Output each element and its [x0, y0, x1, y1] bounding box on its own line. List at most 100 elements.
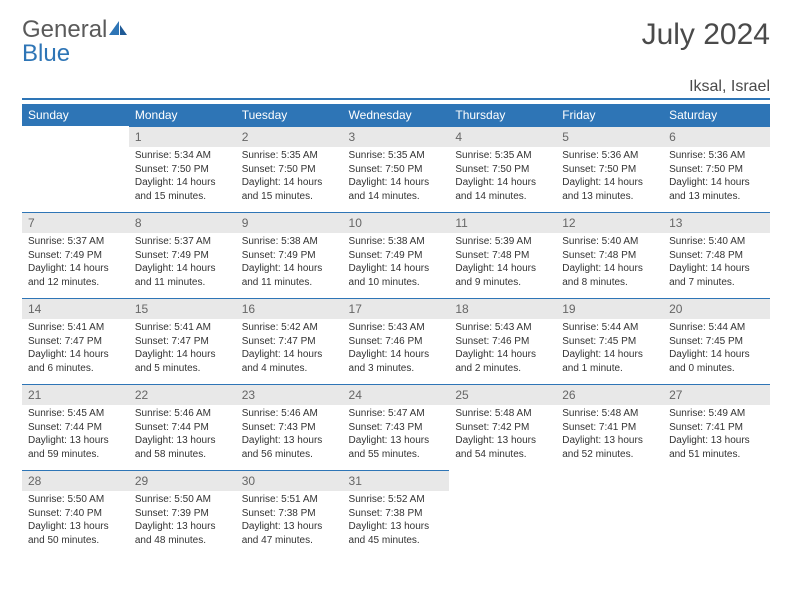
- calendar-cell: 10Sunrise: 5:38 AMSunset: 7:49 PMDayligh…: [343, 212, 450, 298]
- weekday-header: Tuesday: [236, 104, 343, 126]
- day-number: 6: [663, 126, 770, 147]
- day-details: Sunrise: 5:46 AMSunset: 7:43 PMDaylight:…: [236, 405, 343, 465]
- calendar-row: 28Sunrise: 5:50 AMSunset: 7:40 PMDayligh…: [22, 470, 770, 556]
- day-details: Sunrise: 5:38 AMSunset: 7:49 PMDaylight:…: [343, 233, 450, 293]
- calendar-weekday-header: SundayMondayTuesdayWednesdayThursdayFrid…: [22, 104, 770, 126]
- day-details: Sunrise: 5:35 AMSunset: 7:50 PMDaylight:…: [343, 147, 450, 207]
- day-number: 24: [343, 384, 450, 405]
- day-details: Sunrise: 5:37 AMSunset: 7:49 PMDaylight:…: [129, 233, 236, 293]
- calendar-cell: 11Sunrise: 5:39 AMSunset: 7:48 PMDayligh…: [449, 212, 556, 298]
- day-number: 8: [129, 212, 236, 233]
- calendar-table: SundayMondayTuesdayWednesdayThursdayFrid…: [22, 104, 770, 556]
- calendar-cell: 4Sunrise: 5:35 AMSunset: 7:50 PMDaylight…: [449, 126, 556, 212]
- calendar-cell: 9Sunrise: 5:38 AMSunset: 7:49 PMDaylight…: [236, 212, 343, 298]
- day-number: 20: [663, 298, 770, 319]
- calendar-cell: 30Sunrise: 5:51 AMSunset: 7:38 PMDayligh…: [236, 470, 343, 556]
- day-details: Sunrise: 5:41 AMSunset: 7:47 PMDaylight:…: [22, 319, 129, 379]
- day-details: Sunrise: 5:52 AMSunset: 7:38 PMDaylight:…: [343, 491, 450, 551]
- day-number: 23: [236, 384, 343, 405]
- day-number: 31: [343, 470, 450, 491]
- day-details: Sunrise: 5:34 AMSunset: 7:50 PMDaylight:…: [129, 147, 236, 207]
- day-details: Sunrise: 5:42 AMSunset: 7:47 PMDaylight:…: [236, 319, 343, 379]
- location-label: Iksal, Israel: [22, 78, 770, 100]
- day-number: 17: [343, 298, 450, 319]
- day-number: 18: [449, 298, 556, 319]
- day-number: 2: [236, 126, 343, 147]
- day-details: Sunrise: 5:49 AMSunset: 7:41 PMDaylight:…: [663, 405, 770, 465]
- day-number: 19: [556, 298, 663, 319]
- calendar-row: 1Sunrise: 5:34 AMSunset: 7:50 PMDaylight…: [22, 126, 770, 212]
- day-details: Sunrise: 5:37 AMSunset: 7:49 PMDaylight:…: [22, 233, 129, 293]
- day-number: 30: [236, 470, 343, 491]
- day-number: 3: [343, 126, 450, 147]
- calendar-cell: [449, 470, 556, 556]
- calendar-cell: 20Sunrise: 5:44 AMSunset: 7:45 PMDayligh…: [663, 298, 770, 384]
- calendar-body: 1Sunrise: 5:34 AMSunset: 7:50 PMDaylight…: [22, 126, 770, 556]
- day-number: 22: [129, 384, 236, 405]
- calendar-row: 7Sunrise: 5:37 AMSunset: 7:49 PMDaylight…: [22, 212, 770, 298]
- day-details: Sunrise: 5:36 AMSunset: 7:50 PMDaylight:…: [663, 147, 770, 207]
- day-details: Sunrise: 5:44 AMSunset: 7:45 PMDaylight:…: [663, 319, 770, 379]
- day-details: Sunrise: 5:35 AMSunset: 7:50 PMDaylight:…: [449, 147, 556, 207]
- calendar-cell: 6Sunrise: 5:36 AMSunset: 7:50 PMDaylight…: [663, 126, 770, 212]
- calendar-cell: 29Sunrise: 5:50 AMSunset: 7:39 PMDayligh…: [129, 470, 236, 556]
- calendar-cell: 14Sunrise: 5:41 AMSunset: 7:47 PMDayligh…: [22, 298, 129, 384]
- logo-sail-icon: [107, 19, 129, 37]
- calendar-cell: 25Sunrise: 5:48 AMSunset: 7:42 PMDayligh…: [449, 384, 556, 470]
- calendar-cell: 27Sunrise: 5:49 AMSunset: 7:41 PMDayligh…: [663, 384, 770, 470]
- day-number: 4: [449, 126, 556, 147]
- weekday-header: Friday: [556, 104, 663, 126]
- calendar-cell: 13Sunrise: 5:40 AMSunset: 7:48 PMDayligh…: [663, 212, 770, 298]
- day-details: Sunrise: 5:40 AMSunset: 7:48 PMDaylight:…: [663, 233, 770, 293]
- calendar-cell: 28Sunrise: 5:50 AMSunset: 7:40 PMDayligh…: [22, 470, 129, 556]
- weekday-header: Saturday: [663, 104, 770, 126]
- title-block: July 2024: [642, 18, 770, 54]
- day-details: Sunrise: 5:50 AMSunset: 7:39 PMDaylight:…: [129, 491, 236, 551]
- day-details: Sunrise: 5:43 AMSunset: 7:46 PMDaylight:…: [343, 319, 450, 379]
- day-number: 10: [343, 212, 450, 233]
- day-number: 28: [22, 470, 129, 491]
- calendar-cell: 5Sunrise: 5:36 AMSunset: 7:50 PMDaylight…: [556, 126, 663, 212]
- day-number: 14: [22, 298, 129, 319]
- calendar-cell: 31Sunrise: 5:52 AMSunset: 7:38 PMDayligh…: [343, 470, 450, 556]
- day-details: Sunrise: 5:36 AMSunset: 7:50 PMDaylight:…: [556, 147, 663, 207]
- day-number: 7: [22, 212, 129, 233]
- calendar-cell: 12Sunrise: 5:40 AMSunset: 7:48 PMDayligh…: [556, 212, 663, 298]
- day-number: 26: [556, 384, 663, 405]
- calendar-cell: 15Sunrise: 5:41 AMSunset: 7:47 PMDayligh…: [129, 298, 236, 384]
- weekday-header: Monday: [129, 104, 236, 126]
- calendar-cell: [22, 126, 129, 212]
- weekday-header: Wednesday: [343, 104, 450, 126]
- calendar-cell: 16Sunrise: 5:42 AMSunset: 7:47 PMDayligh…: [236, 298, 343, 384]
- calendar-cell: 2Sunrise: 5:35 AMSunset: 7:50 PMDaylight…: [236, 126, 343, 212]
- day-details: Sunrise: 5:38 AMSunset: 7:49 PMDaylight:…: [236, 233, 343, 293]
- brand-logo: General Blue: [22, 18, 129, 66]
- day-details: Sunrise: 5:40 AMSunset: 7:48 PMDaylight:…: [556, 233, 663, 293]
- day-details: Sunrise: 5:44 AMSunset: 7:45 PMDaylight:…: [556, 319, 663, 379]
- day-number: 5: [556, 126, 663, 147]
- calendar-cell: 26Sunrise: 5:48 AMSunset: 7:41 PMDayligh…: [556, 384, 663, 470]
- brand-part1: General: [22, 16, 107, 43]
- day-details: Sunrise: 5:45 AMSunset: 7:44 PMDaylight:…: [22, 405, 129, 465]
- calendar-cell: 22Sunrise: 5:46 AMSunset: 7:44 PMDayligh…: [129, 384, 236, 470]
- calendar-cell: 7Sunrise: 5:37 AMSunset: 7:49 PMDaylight…: [22, 212, 129, 298]
- calendar-cell: 18Sunrise: 5:43 AMSunset: 7:46 PMDayligh…: [449, 298, 556, 384]
- calendar-cell: 8Sunrise: 5:37 AMSunset: 7:49 PMDaylight…: [129, 212, 236, 298]
- calendar-cell: [556, 470, 663, 556]
- calendar-cell: 21Sunrise: 5:45 AMSunset: 7:44 PMDayligh…: [22, 384, 129, 470]
- day-details: Sunrise: 5:51 AMSunset: 7:38 PMDaylight:…: [236, 491, 343, 551]
- day-number: 21: [22, 384, 129, 405]
- day-details: Sunrise: 5:43 AMSunset: 7:46 PMDaylight:…: [449, 319, 556, 379]
- day-number: 27: [663, 384, 770, 405]
- day-details: Sunrise: 5:35 AMSunset: 7:50 PMDaylight:…: [236, 147, 343, 207]
- day-details: Sunrise: 5:48 AMSunset: 7:42 PMDaylight:…: [449, 405, 556, 465]
- weekday-header: Sunday: [22, 104, 129, 126]
- calendar-cell: [663, 470, 770, 556]
- calendar-cell: 19Sunrise: 5:44 AMSunset: 7:45 PMDayligh…: [556, 298, 663, 384]
- calendar-cell: 1Sunrise: 5:34 AMSunset: 7:50 PMDaylight…: [129, 126, 236, 212]
- day-details: Sunrise: 5:47 AMSunset: 7:43 PMDaylight:…: [343, 405, 450, 465]
- calendar-row: 14Sunrise: 5:41 AMSunset: 7:47 PMDayligh…: [22, 298, 770, 384]
- day-number: 29: [129, 470, 236, 491]
- day-number: 12: [556, 212, 663, 233]
- calendar-cell: 24Sunrise: 5:47 AMSunset: 7:43 PMDayligh…: [343, 384, 450, 470]
